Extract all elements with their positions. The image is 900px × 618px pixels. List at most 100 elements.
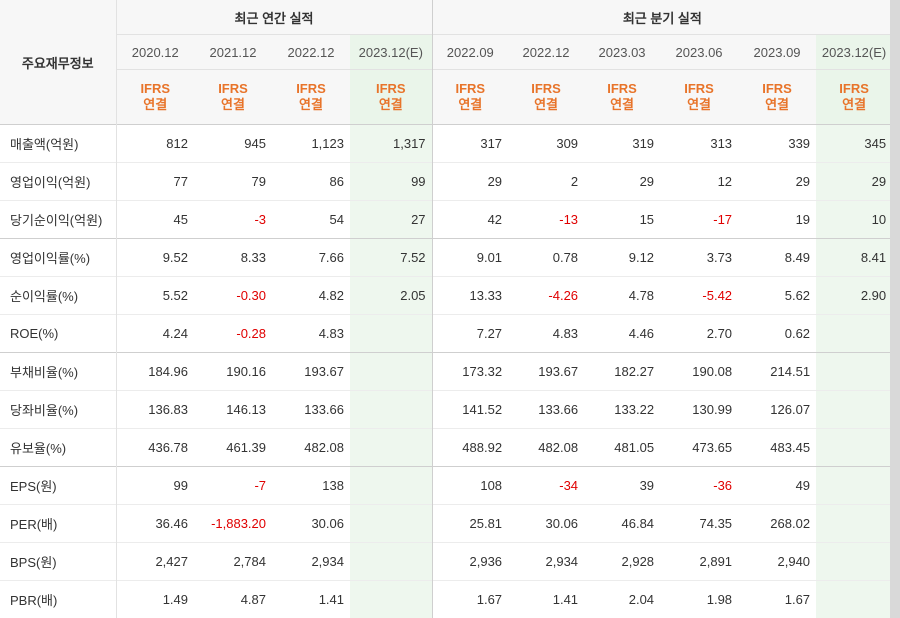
- table-cell: [816, 504, 890, 543]
- table-cell: 268.02: [738, 504, 817, 543]
- table-row: BPS(원) 2,427 2,784 2,934 2,936 2,934 2,928 2,89…: [0, 542, 890, 581]
- table-cell: 13.33: [432, 276, 509, 315]
- table-cell: [350, 466, 433, 505]
- table-cell: 19: [738, 200, 817, 239]
- ifrs-badge: IFRS 연결: [116, 69, 194, 125]
- table-cell: 1,317: [350, 124, 433, 163]
- table-cell: 42: [432, 200, 509, 239]
- table-cell: 108: [432, 466, 509, 505]
- table-cell: 317: [432, 124, 509, 163]
- row-label: 매출액(억원): [0, 124, 117, 163]
- period-header: 2021.12: [194, 34, 272, 70]
- row-label: 당기순이익(억원): [0, 200, 117, 239]
- ifrs-label: IFRS: [762, 81, 792, 96]
- table-cell: 2.70: [660, 314, 739, 353]
- table-row: 당좌비율(%) 136.83 146.13 133.66 141.52 133.66 133…: [0, 390, 890, 429]
- table-cell: 473.65: [660, 428, 739, 467]
- table-cell: 8.49: [738, 238, 817, 277]
- table-cell: 7.27: [432, 314, 509, 353]
- row-label: PER(배): [0, 504, 117, 543]
- table-cell: [816, 390, 890, 429]
- table-row: ROE(%) 4.24 -0.28 4.83 7.27 4.83 4.46 2.70 0.62: [0, 314, 890, 353]
- row-label: 순이익률(%): [0, 276, 117, 315]
- table-cell: 30.06: [508, 504, 585, 543]
- table-cell: [350, 504, 433, 543]
- table-cell: 193.67: [272, 352, 350, 391]
- table-cell: 4.83: [508, 314, 585, 353]
- group-annual-header: 최근 연간 실적: [116, 0, 433, 35]
- ifrs-label: IFRS: [296, 81, 326, 96]
- table-cell: 488.92: [432, 428, 509, 467]
- table-cell: 193.67: [508, 352, 585, 391]
- ifrs-badge: IFRS 연결: [816, 69, 890, 125]
- table-cell: [350, 352, 433, 391]
- table-cell: 7.66: [272, 238, 350, 277]
- table-cell: 9.01: [432, 238, 509, 277]
- consolidated-label: 연결: [610, 97, 634, 112]
- table-cell: 481.05: [584, 428, 661, 467]
- table-row: EPS(원) 99 -7 138 108 -34 39 -36 49: [0, 466, 890, 505]
- table-cell: 436.78: [116, 428, 194, 467]
- table-cell: 812: [116, 124, 194, 163]
- table-cell: 461.39: [194, 428, 272, 467]
- period-header: 2023.03: [584, 34, 661, 70]
- table-cell: -34: [508, 466, 585, 505]
- ifrs-label: IFRS: [375, 81, 406, 96]
- table-cell: 4.24: [116, 314, 194, 353]
- table-cell: 2,784: [194, 542, 272, 581]
- ifrs-label: IFRS: [140, 81, 171, 96]
- table-cell: 4.83: [272, 314, 350, 353]
- table-cell: 46.84: [584, 504, 661, 543]
- table-cell: 45: [116, 200, 194, 239]
- table-cell: 2,934: [508, 542, 585, 581]
- table-cell: 29: [584, 162, 661, 201]
- table-cell: 2.05: [350, 276, 433, 315]
- ifrs-badge: IFRS 연결: [272, 69, 350, 125]
- table-cell: 138: [272, 466, 350, 505]
- table-cell: 309: [508, 124, 585, 163]
- table-cell: -3: [194, 200, 272, 239]
- table-cell: 79: [194, 162, 272, 201]
- table-cell: 1,123: [272, 124, 350, 163]
- table-row: 유보율(%) 436.78 461.39 482.08 488.92 482.08 481.…: [0, 428, 890, 467]
- table-cell: 1.41: [508, 580, 585, 618]
- table-cell: 86: [272, 162, 350, 201]
- table-cell: 10: [816, 200, 890, 239]
- table-cell: 483.45: [738, 428, 817, 467]
- table-row: 영업이익(억원) 77 79 86 99 29 2 29 12 29 29: [0, 162, 890, 201]
- table-cell: 136.83: [116, 390, 194, 429]
- table-cell: 8.41: [816, 238, 890, 277]
- table-cell: 1.49: [116, 580, 194, 618]
- table-cell: 319: [584, 124, 661, 163]
- table-cell: 1.67: [432, 580, 509, 618]
- table-cell: 1.41: [272, 580, 350, 618]
- table-cell: 9.52: [116, 238, 194, 277]
- table-cell: 9.12: [584, 238, 661, 277]
- period-header: 2022.09: [432, 34, 509, 70]
- consolidated-label: 연결: [765, 97, 789, 112]
- table-cell: [816, 466, 890, 505]
- consolidated-label: 연결: [221, 97, 245, 112]
- table-cell: 3.73: [660, 238, 739, 277]
- table-cell: 482.08: [508, 428, 585, 467]
- table-cell: -1,883.20: [194, 504, 272, 543]
- table-cell: [350, 314, 433, 353]
- consolidated-label: 연결: [378, 97, 403, 112]
- row-label: 당좌비율(%): [0, 390, 117, 429]
- table-row: 부채비율(%) 184.96 190.16 193.67 173.32 193.67 182…: [0, 352, 890, 391]
- table-row: 순이익률(%) 5.52 -0.30 4.82 2.05 13.33 -4.26 4.78 -5…: [0, 276, 890, 315]
- table-cell: 126.07: [738, 390, 817, 429]
- table-cell: [350, 580, 433, 618]
- period-header: 2023.12(E): [350, 34, 433, 70]
- consolidated-label: 연결: [143, 97, 168, 112]
- consolidated-label: 연결: [842, 97, 867, 112]
- table-cell: 2,427: [116, 542, 194, 581]
- table-cell: 27: [350, 200, 433, 239]
- table-cell: 99: [116, 466, 194, 505]
- ifrs-label: IFRS: [455, 81, 486, 96]
- table-cell: -4.26: [508, 276, 585, 315]
- ifrs-badge: IFRS 연결: [432, 69, 509, 125]
- table-cell: 1.98: [660, 580, 739, 618]
- table-cell: 29: [816, 162, 890, 201]
- table-cell: 482.08: [272, 428, 350, 467]
